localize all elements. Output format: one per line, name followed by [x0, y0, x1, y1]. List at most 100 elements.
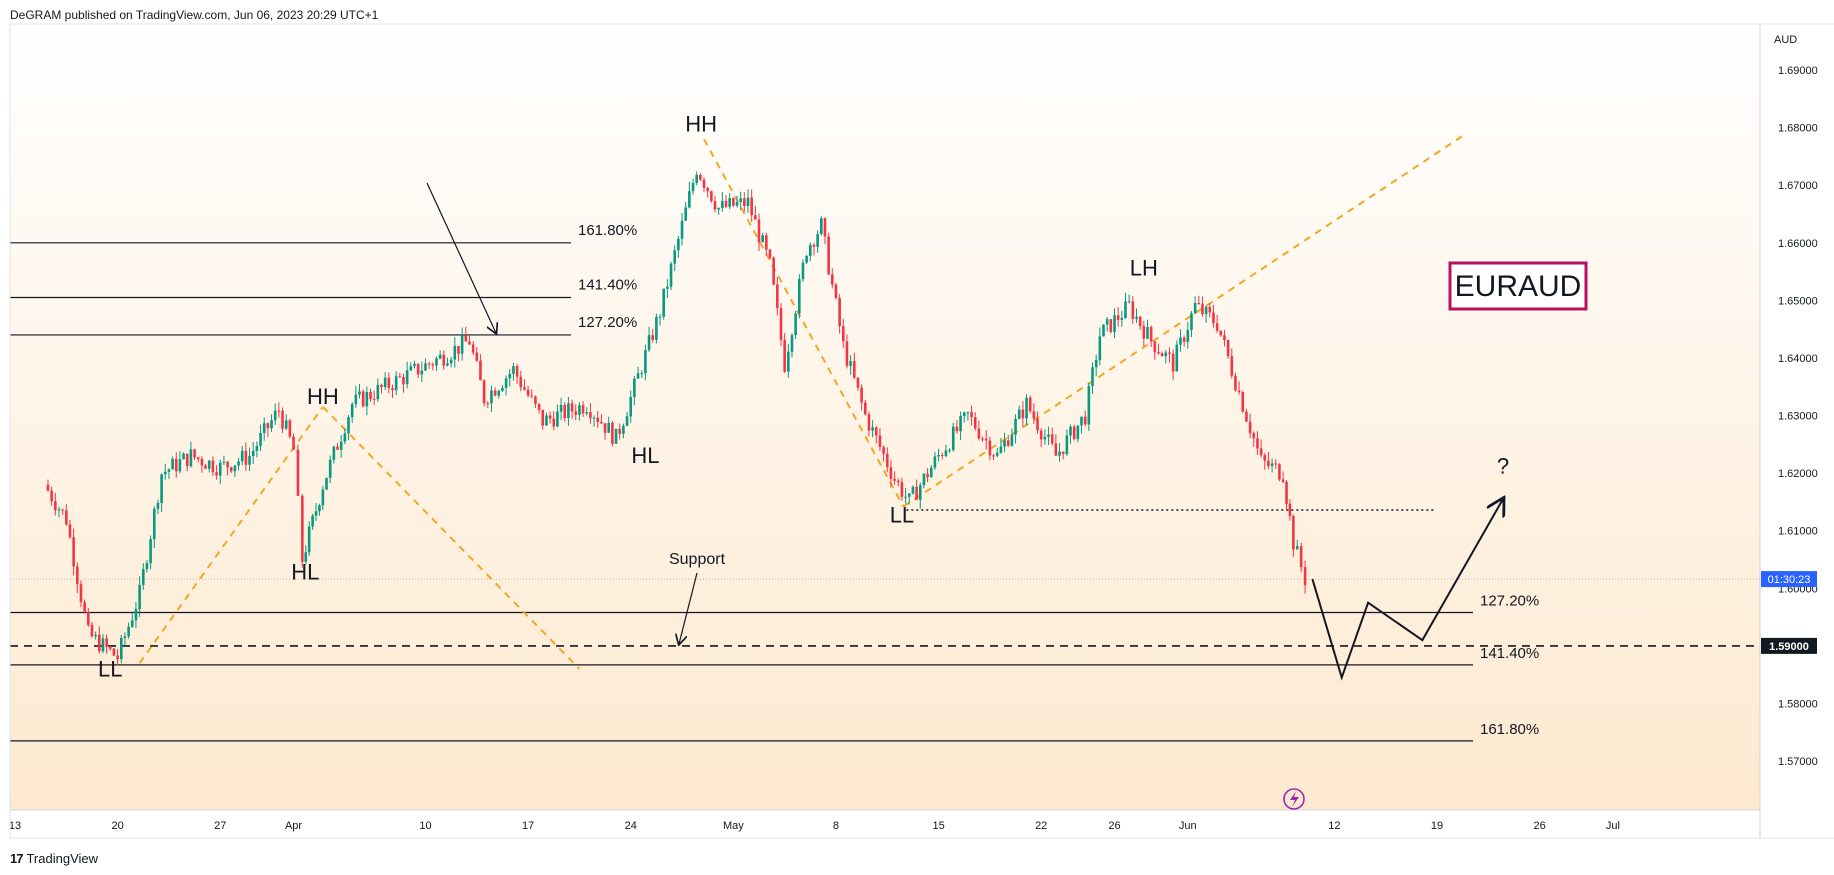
candle-body	[79, 584, 83, 603]
candle-body	[273, 410, 277, 421]
candle-body	[343, 433, 347, 442]
candle-body	[1010, 434, 1014, 446]
candle-body	[1061, 451, 1065, 455]
candle-body	[354, 394, 358, 405]
candle-body	[820, 218, 823, 235]
candle-body	[1208, 306, 1212, 313]
candle-body	[57, 509, 61, 511]
candle-body	[830, 274, 834, 285]
price-tick-label: 1.63000	[1778, 411, 1818, 423]
candle-body	[336, 446, 339, 450]
candle-body	[376, 384, 380, 400]
candle-body	[301, 495, 304, 562]
candle-body	[156, 502, 160, 509]
time-tick-label: May	[723, 820, 744, 832]
price-tick-label: 1.69000	[1778, 65, 1818, 77]
candle-body	[973, 417, 977, 429]
candle-body	[442, 354, 446, 366]
candle-body	[311, 515, 314, 527]
price-tick-label: 1.58000	[1778, 698, 1818, 710]
candle-body	[1219, 330, 1223, 336]
candle-body	[259, 432, 262, 447]
candle-body	[962, 412, 966, 417]
candle-body	[688, 191, 691, 208]
candle-body	[1036, 418, 1039, 431]
tradingview-logo[interactable]: 17 TradingView	[10, 851, 98, 866]
candle-body	[270, 420, 273, 429]
candle-body	[413, 363, 416, 367]
candle-body	[812, 244, 816, 247]
symbol-label: EURAUD	[1455, 270, 1582, 303]
candle-body	[1076, 425, 1080, 440]
candle-body	[596, 417, 600, 423]
candle-body	[618, 428, 622, 434]
candle-body	[1069, 426, 1072, 436]
candle-body	[578, 405, 581, 415]
candle-body	[1285, 481, 1288, 504]
candle-body	[402, 376, 405, 385]
candle-body	[46, 484, 50, 491]
tradingview-mark-icon: 17	[10, 851, 24, 866]
candle-body	[1017, 409, 1021, 419]
candle-body	[94, 634, 97, 637]
candle-body	[76, 566, 79, 585]
candle-body	[651, 335, 655, 340]
price-badge	[1761, 571, 1817, 588]
candle-body	[1226, 340, 1230, 357]
candle-body	[867, 414, 871, 431]
candle-body	[174, 458, 178, 472]
candle-body	[1006, 440, 1010, 446]
candle-body	[556, 411, 559, 427]
lightning-icon[interactable]	[1283, 788, 1305, 810]
candle-body	[420, 370, 424, 375]
candle-body	[1241, 392, 1245, 412]
candle-body	[863, 402, 867, 415]
candle-body	[383, 377, 387, 388]
candle-body	[424, 363, 427, 371]
candle-body	[1160, 353, 1164, 357]
candle-body	[318, 505, 321, 512]
candle-body	[427, 363, 431, 365]
candle-body	[988, 440, 992, 456]
candle-body	[68, 524, 72, 538]
candle-body	[1201, 303, 1204, 315]
candle-body	[200, 458, 204, 466]
candle-body	[728, 198, 731, 207]
candle-body	[398, 376, 402, 378]
candle-body	[262, 423, 266, 433]
candle-body	[248, 455, 251, 465]
candle-body	[585, 412, 589, 414]
price-tick-label: 1.66000	[1778, 238, 1818, 250]
candle-body	[501, 387, 504, 391]
candle-body	[504, 378, 508, 388]
candle-body	[1259, 448, 1263, 456]
candle-body	[358, 391, 361, 395]
candle-body	[460, 335, 464, 354]
candle-body	[251, 450, 255, 456]
candle-body	[845, 341, 849, 366]
candle-body	[926, 473, 929, 478]
candle-body	[995, 452, 999, 456]
candle-body	[350, 404, 354, 418]
candle-body	[889, 467, 893, 479]
candle-body	[1131, 301, 1135, 319]
candle-body	[284, 420, 288, 429]
candle-body	[296, 449, 300, 496]
candle-body	[1142, 326, 1146, 339]
swing-label: LH	[1130, 256, 1158, 281]
candle-body	[1043, 436, 1047, 440]
level-badge	[1761, 637, 1817, 654]
candle-body	[453, 346, 457, 360]
candle-body	[222, 461, 226, 463]
candle-body	[108, 646, 112, 649]
candle-body	[475, 352, 479, 361]
trend-line	[138, 406, 324, 664]
candle-body	[589, 412, 592, 419]
candle-body	[1124, 301, 1127, 319]
candle-body	[1153, 341, 1157, 353]
candle-body	[834, 284, 838, 298]
candle-body	[515, 366, 519, 377]
candle-body	[1083, 416, 1087, 425]
candle-body	[622, 425, 625, 434]
